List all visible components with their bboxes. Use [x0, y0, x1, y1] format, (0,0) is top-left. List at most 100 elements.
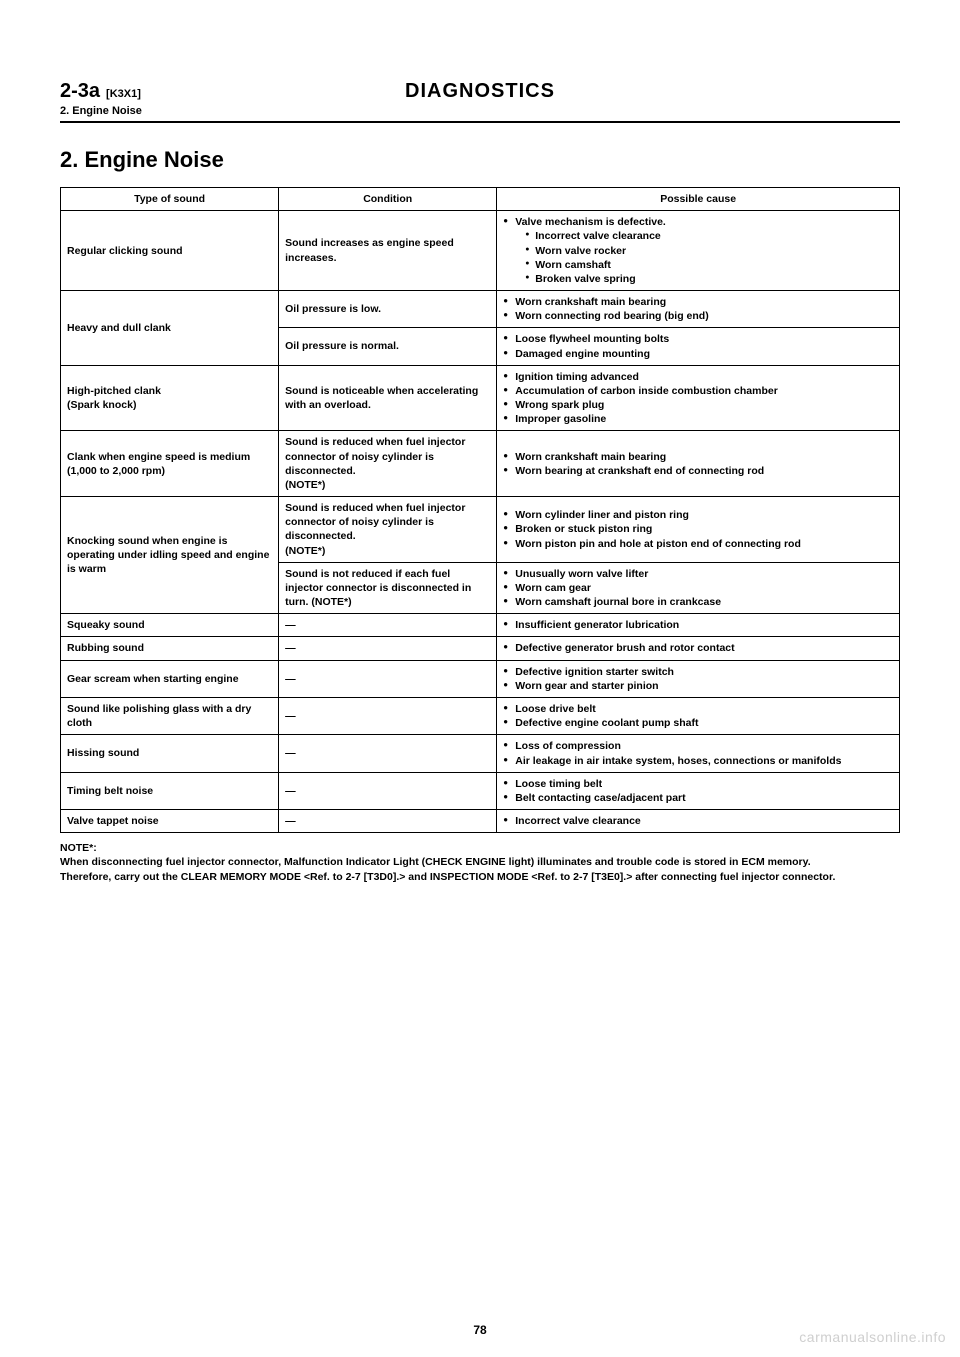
cause-item: Broken or stuck piston ring: [503, 522, 893, 536]
table-row: Hissing sound—Loss of compressionAir lea…: [61, 735, 900, 772]
sound-cell: Regular clicking sound: [61, 211, 279, 291]
sound-cell: Clank when engine speed is medium (1,000…: [61, 431, 279, 497]
table-row: Sound like polishing glass with a dry cl…: [61, 697, 900, 734]
diagnostics-table: Type of sound Condition Possible cause R…: [60, 187, 900, 833]
cause-item: Unusually worn valve lifter: [503, 567, 893, 581]
header-left: 2-3a [K3X1] 2. Engine Noise: [60, 80, 270, 117]
cause-item: Loose drive belt: [503, 702, 893, 716]
cause-item: Worn cylinder liner and piston ring: [503, 508, 893, 522]
table-row: Timing belt noise—Loose timing beltBelt …: [61, 772, 900, 809]
cause-item: Belt contacting case/adjacent part: [503, 791, 893, 805]
cause-subitem: Worn valve rocker: [525, 244, 893, 258]
col-header-sound: Type of sound: [61, 188, 279, 211]
cause-item: Worn connecting rod bearing (big end): [503, 309, 893, 323]
condition-cell: —: [279, 697, 497, 734]
condition-cell: Oil pressure is normal.: [279, 328, 497, 365]
condition-cell: —: [279, 614, 497, 637]
condition-cell: —: [279, 735, 497, 772]
table-row: High-pitched clank(Spark knock)Sound is …: [61, 365, 900, 431]
cause-item: Loose flywheel mounting bolts: [503, 332, 893, 346]
sound-cell: Hissing sound: [61, 735, 279, 772]
cause-item: Wrong spark plug: [503, 398, 893, 412]
table-row: Clank when engine speed is medium (1,000…: [61, 431, 900, 497]
sound-cell: Timing belt noise: [61, 772, 279, 809]
condition-cell: —: [279, 772, 497, 809]
note-line-2: Therefore, carry out the CLEAR MEMORY MO…: [60, 870, 900, 884]
table-row: Valve tappet noise— Incorrect valve clear…: [61, 810, 900, 833]
cause-cell: Worn crankshaft main bearingWorn bearing…: [497, 431, 900, 497]
cause-item: Loose timing belt: [503, 777, 893, 791]
table-row: Regular clicking soundSound increases as…: [61, 211, 900, 291]
header-subtitle: 2. Engine Noise: [60, 105, 270, 117]
condition-cell: Sound is reduced when fuel injector conn…: [279, 431, 497, 497]
cause-item: Worn piston pin and hole at piston end o…: [503, 537, 893, 551]
cause-item: Worn crankshaft main bearing: [503, 450, 893, 464]
note-line-1: When disconnecting fuel injector connect…: [60, 855, 900, 869]
table-row: Squeaky sound— Insufficient generator lub…: [61, 614, 900, 637]
condition-cell: Sound is reduced when fuel injector conn…: [279, 497, 497, 563]
sound-cell: Heavy and dull clank: [61, 291, 279, 366]
cause-cell: Loose timing beltBelt contacting case/ad…: [497, 772, 900, 809]
page-header: 2-3a [K3X1] 2. Engine Noise DIAGNOSTICS: [60, 80, 900, 123]
sound-cell: Gear scream when starting engine: [61, 660, 279, 697]
cause-item: Worn camshaft journal bore in crankcase: [503, 595, 893, 609]
cause-item: Worn cam gear: [503, 581, 893, 595]
watermark: carmanualsonline.info: [799, 1329, 946, 1345]
cause-item: Damaged engine mounting: [503, 347, 893, 361]
cause-subitem: Incorrect valve clearance: [525, 229, 893, 243]
cause-cell: Incorrect valve clearance: [497, 810, 900, 833]
cause-item: Air leakage in air intake system, hoses,…: [503, 754, 893, 768]
cause-subitem: Worn camshaft: [525, 258, 893, 272]
condition-cell: Sound is noticeable when accelerating wi…: [279, 365, 497, 431]
table-header-row: Type of sound Condition Possible cause: [61, 188, 900, 211]
condition-cell: —: [279, 660, 497, 697]
sound-cell: Sound like polishing glass with a dry cl…: [61, 697, 279, 734]
cause-cell: Loss of compressionAir leakage in air in…: [497, 735, 900, 772]
cause-item: Defective ignition starter switch: [503, 665, 893, 679]
condition-cell: —: [279, 637, 497, 660]
cause-item: Worn bearing at crankshaft end of connec…: [503, 464, 893, 478]
sound-cell: Squeaky sound: [61, 614, 279, 637]
cause-cell: Insufficient generator lubrication: [497, 614, 900, 637]
col-header-condition: Condition: [279, 188, 497, 211]
cause-item: Loss of compression: [503, 739, 893, 753]
note-block: NOTE*: When disconnecting fuel injector …: [60, 841, 900, 884]
col-header-cause: Possible cause: [497, 188, 900, 211]
table-row: Rubbing sound— Defective generator brush …: [61, 637, 900, 660]
cause-item: Worn crankshaft main bearing: [503, 295, 893, 309]
condition-cell: Oil pressure is low.: [279, 291, 497, 328]
cause-cell: Worn crankshaft main bearingWorn connect…: [497, 291, 900, 328]
section-heading: 2. Engine Noise: [60, 147, 900, 173]
section-code: [K3X1]: [106, 88, 141, 100]
cause-cell: Defective generator brush and rotor cont…: [497, 637, 900, 660]
cause-item: Defective generator brush and rotor cont…: [503, 641, 893, 655]
section-number: 2-3a: [60, 80, 100, 103]
cause-item: Ignition timing advanced: [503, 370, 893, 384]
cause-item: Improper gasoline: [503, 412, 893, 426]
cause-cell: Loose drive beltDefective engine coolant…: [497, 697, 900, 734]
sound-cell: High-pitched clank(Spark knock): [61, 365, 279, 431]
cause-item: Insufficient generator lubrication: [503, 618, 893, 632]
cause-item: Defective engine coolant pump shaft: [503, 716, 893, 730]
table-row: Knocking sound when engine is operating …: [61, 497, 900, 563]
cause-item: Valve mechanism is defective.Incorrect v…: [503, 215, 893, 286]
cause-item: Incorrect valve clearance: [503, 814, 893, 828]
cause-cell: Valve mechanism is defective.Incorrect v…: [497, 211, 900, 291]
table-row: Heavy and dull clankOil pressure is low.…: [61, 291, 900, 328]
sound-cell: Rubbing sound: [61, 637, 279, 660]
cause-cell: Worn cylinder liner and piston ringBroke…: [497, 497, 900, 563]
condition-cell: Sound is not reduced if each fuel inject…: [279, 562, 497, 614]
header-title: DIAGNOSTICS: [270, 80, 690, 103]
condition-cell: —: [279, 810, 497, 833]
condition-cell: Sound increases as engine speed increase…: [279, 211, 497, 291]
cause-cell: Loose flywheel mounting boltsDamaged eng…: [497, 328, 900, 365]
cause-item: Worn gear and starter pinion: [503, 679, 893, 693]
cause-cell: Unusually worn valve lifterWorn cam gear…: [497, 562, 900, 614]
table-row: Gear scream when starting engine—Defecti…: [61, 660, 900, 697]
cause-subitem: Broken valve spring: [525, 272, 893, 286]
sound-cell: Knocking sound when engine is operating …: [61, 497, 279, 614]
sound-cell: Valve tappet noise: [61, 810, 279, 833]
cause-item: Accumulation of carbon inside combustion…: [503, 384, 893, 398]
cause-cell: Ignition timing advancedAccumulation of …: [497, 365, 900, 431]
cause-cell: Defective ignition starter switchWorn ge…: [497, 660, 900, 697]
